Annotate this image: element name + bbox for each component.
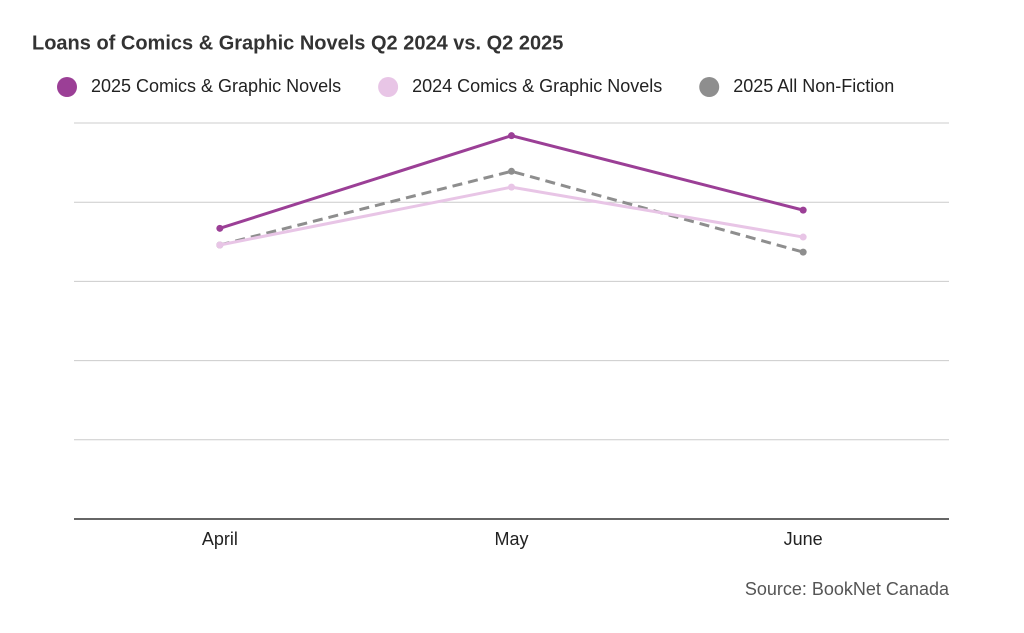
legend-marker [57,77,77,97]
legend-label: 2025 Comics & Graphic Novels [91,76,341,96]
data-point [508,183,515,191]
chart-title: Loans of Comics & Graphic Novels Q2 2024… [32,32,563,54]
data-point [799,233,807,241]
data-point [508,132,515,140]
data-point [799,248,807,256]
data-point [508,167,515,175]
x-tick-label: April [202,529,238,549]
series-line [219,169,804,254]
legend-label: 2024 Comics & Graphic Novels [412,76,662,96]
source-note: Source: BookNet Canada [745,579,950,599]
x-tick-label: June [784,529,823,549]
x-tick-label: May [494,529,528,549]
data-point [216,224,224,232]
legend-label: 2025 All Non-Fiction [733,76,894,96]
legend-marker [378,77,399,97]
series-line [219,134,804,230]
data-point [216,241,224,249]
legend-marker [699,77,720,97]
data-point [799,206,807,214]
series-line [219,185,804,247]
